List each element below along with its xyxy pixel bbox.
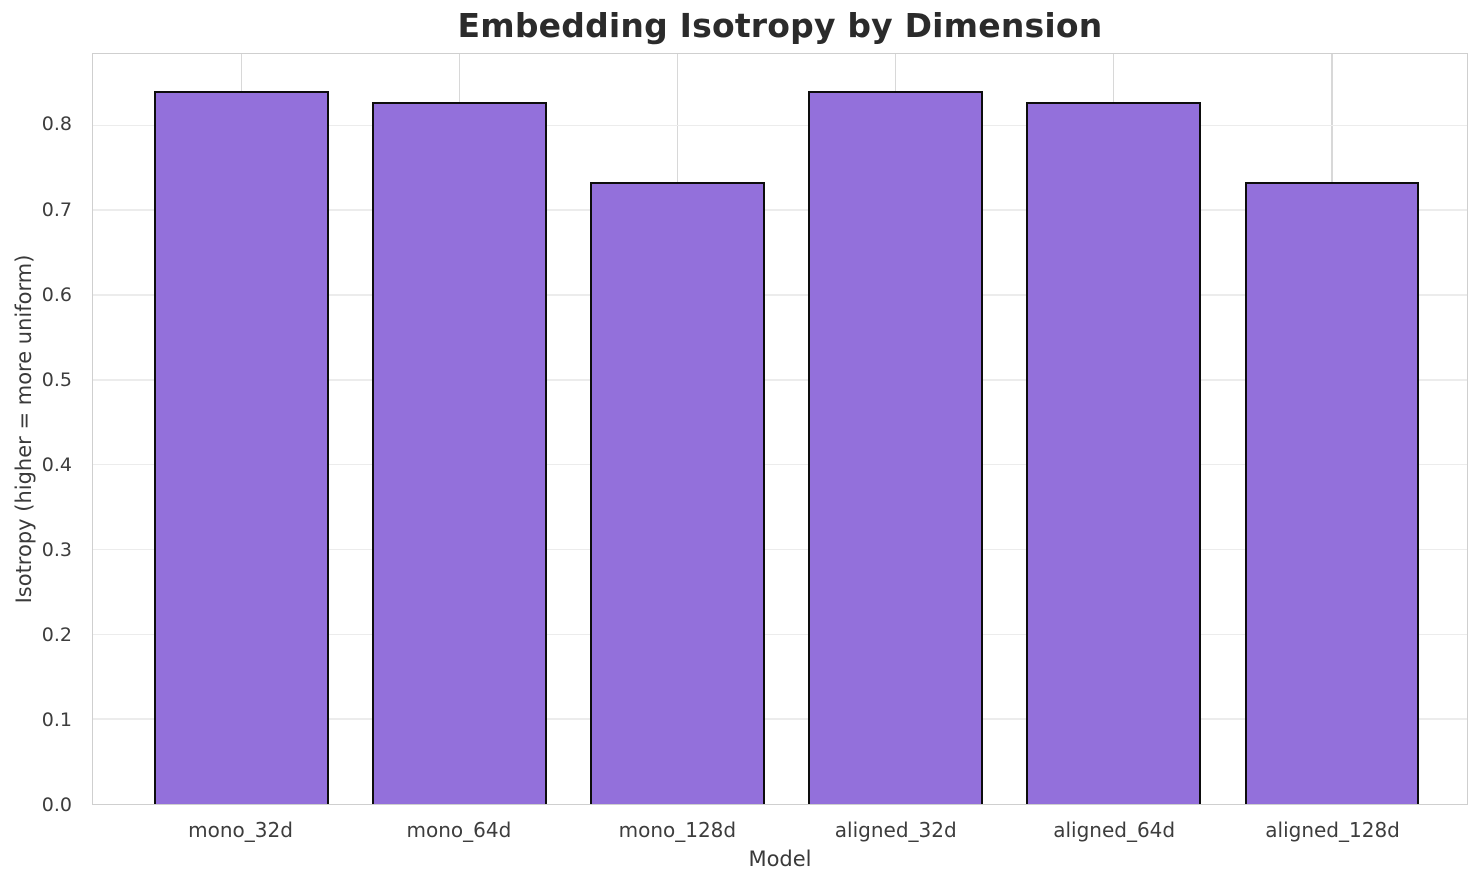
gridline-horizontal	[93, 209, 1467, 211]
plot-area	[92, 53, 1468, 805]
x-tick-label-aligned_128d: aligned_128d	[1265, 818, 1400, 842]
y-tick-label: 0.0	[41, 794, 72, 816]
chart-title: Embedding Isotropy by Dimension	[457, 6, 1103, 45]
gridline-horizontal	[93, 379, 1467, 381]
gridline-horizontal	[93, 633, 1467, 636]
bar-mono_128d	[590, 182, 765, 804]
gridline-horizontal	[93, 463, 1467, 466]
y-tick-label: 0.4	[41, 453, 72, 476]
y-tick-label: 0.5	[41, 368, 72, 391]
x-tick-label-mono_128d: mono_128d	[618, 818, 737, 842]
gridline-horizontal	[93, 718, 1467, 720]
x-tick-label-mono_32d: mono_32d	[188, 818, 293, 842]
x-tick-label-aligned_32d: aligned_32d	[834, 818, 957, 842]
y-tick-label: 0.1	[41, 708, 72, 731]
x-tick-label-aligned_64d: aligned_64d	[1053, 818, 1176, 842]
bar-aligned_32d	[808, 91, 983, 804]
bar-aligned_64d	[1026, 102, 1201, 804]
bar-mono_32d	[154, 91, 329, 804]
y-tick-label: 0.6	[41, 283, 72, 306]
bar-aligned_128d	[1244, 182, 1419, 804]
x-axis-label: Model	[748, 847, 812, 871]
x-tick-label-mono_64d: mono_64d	[406, 818, 512, 842]
gridline-horizontal	[93, 124, 1467, 127]
gridline-horizontal	[93, 294, 1467, 296]
y-tick-label: 0.3	[41, 538, 72, 561]
y-tick-label: 0.8	[41, 113, 72, 136]
bar-mono_64d	[372, 102, 547, 804]
gridline-horizontal	[93, 548, 1467, 551]
y-tick-label: 0.2	[41, 623, 72, 646]
y-tick-label: 0.7	[41, 198, 72, 221]
